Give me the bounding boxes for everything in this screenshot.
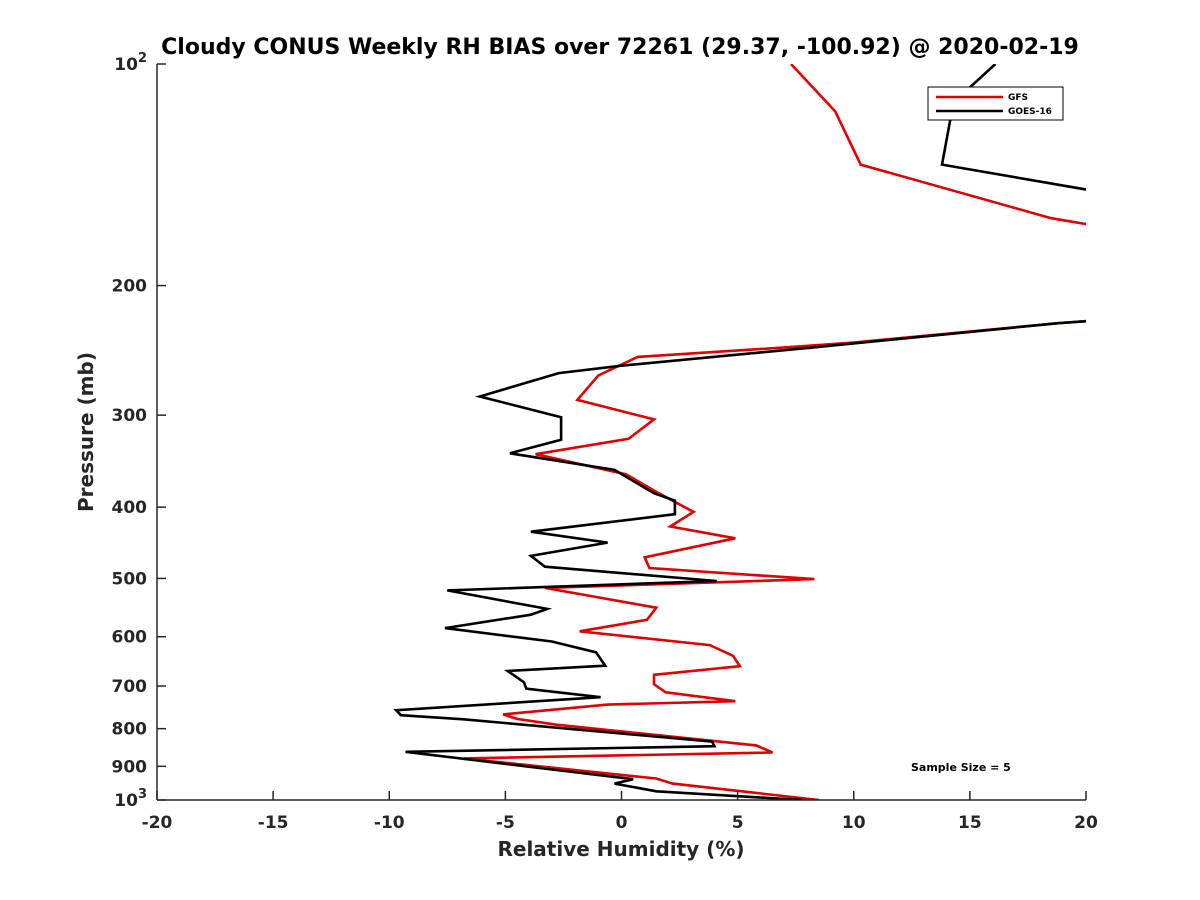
y-ticks: 102 200 300 400 500 600 700 800 900 103 — [112, 51, 166, 811]
x-tick-label: -20 — [142, 813, 173, 833]
x-tick-label: 15 — [958, 813, 982, 833]
legend-label-gfs: GFS — [1008, 93, 1028, 103]
sample-size-annotation: Sample Size = 5 — [911, 761, 1011, 774]
y-tick-label: 102 — [114, 51, 147, 75]
legend-label-goes16: GOES-16 — [1008, 107, 1052, 117]
x-tick-label: -10 — [374, 813, 405, 833]
chart-title: Cloudy CONUS Weekly RH BIAS over 72261 (… — [161, 35, 1079, 60]
x-tick-label: 5 — [732, 813, 744, 833]
y-tick-label: 800 — [112, 720, 148, 740]
y-tick-label: 600 — [112, 628, 148, 648]
y-tick-label: 900 — [112, 757, 148, 777]
y-tick-label: 700 — [112, 677, 148, 697]
series-line-goes16 — [393, 64, 1086, 800]
y-tick-label: 300 — [112, 406, 148, 426]
series-layer — [393, 64, 1086, 800]
x-tick-label: 10 — [842, 813, 866, 833]
x-tick-label: -5 — [496, 813, 515, 833]
legend-box — [927, 86, 1064, 121]
x-ticks: -20 -15 -10 -5 0 5 10 15 20 — [142, 791, 1098, 833]
y-tick-label: 103 — [114, 787, 147, 811]
x-axis-label: Relative Humidity (%) — [497, 837, 744, 861]
axes — [156, 64, 1086, 801]
x-tick-label: 20 — [1074, 813, 1098, 833]
legend: GFS GOES-16 — [927, 86, 1064, 121]
x-tick-label: -15 — [258, 813, 289, 833]
y-tick-label: 500 — [112, 569, 148, 589]
y-tick-label: 400 — [112, 498, 148, 518]
x-tick-label: 0 — [616, 813, 628, 833]
y-axis-label: Pressure (mb) — [74, 352, 98, 512]
y-tick-label: 200 — [112, 277, 148, 297]
